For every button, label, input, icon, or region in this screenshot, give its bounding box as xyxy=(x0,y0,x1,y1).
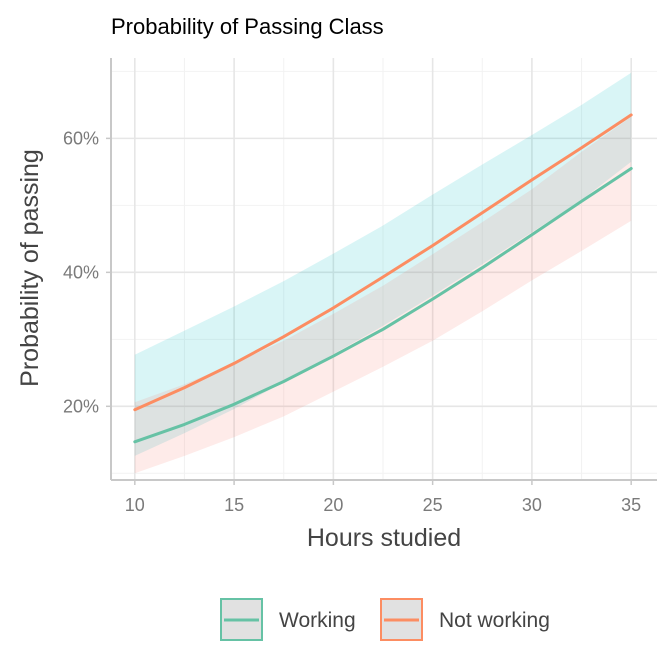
x-tick-label: 25 xyxy=(423,495,443,515)
x-tick-label: 15 xyxy=(224,495,244,515)
x-tick-label: 30 xyxy=(522,495,542,515)
legend-label-not-working: Not working xyxy=(439,609,550,632)
axes xyxy=(106,58,657,485)
confidence-band-working xyxy=(134,116,632,474)
grid xyxy=(111,58,657,480)
tick-labels: 10 15 20 25 30 35 20% 40% 60% xyxy=(63,128,641,515)
y-axis-title: Probability of passing xyxy=(16,149,44,387)
series-line-not-working xyxy=(133,113,633,412)
confidence-band-not-working xyxy=(134,72,632,456)
x-tick-label: 35 xyxy=(621,495,641,515)
series-lines xyxy=(133,113,633,444)
confidence-bands xyxy=(134,72,632,474)
x-axis-title: Hours studied xyxy=(307,524,461,552)
y-tick-label: 60% xyxy=(63,128,99,148)
legend: Working Not working xyxy=(220,598,550,641)
series-line-working xyxy=(133,167,633,444)
y-tick-label: 20% xyxy=(63,396,99,416)
y-tick-label: 40% xyxy=(63,262,99,282)
x-tick-label: 20 xyxy=(323,495,343,515)
chart-title: Probability of Passing Class xyxy=(111,14,384,39)
x-tick-label: 10 xyxy=(125,495,145,515)
legend-label-working: Working xyxy=(279,609,356,632)
